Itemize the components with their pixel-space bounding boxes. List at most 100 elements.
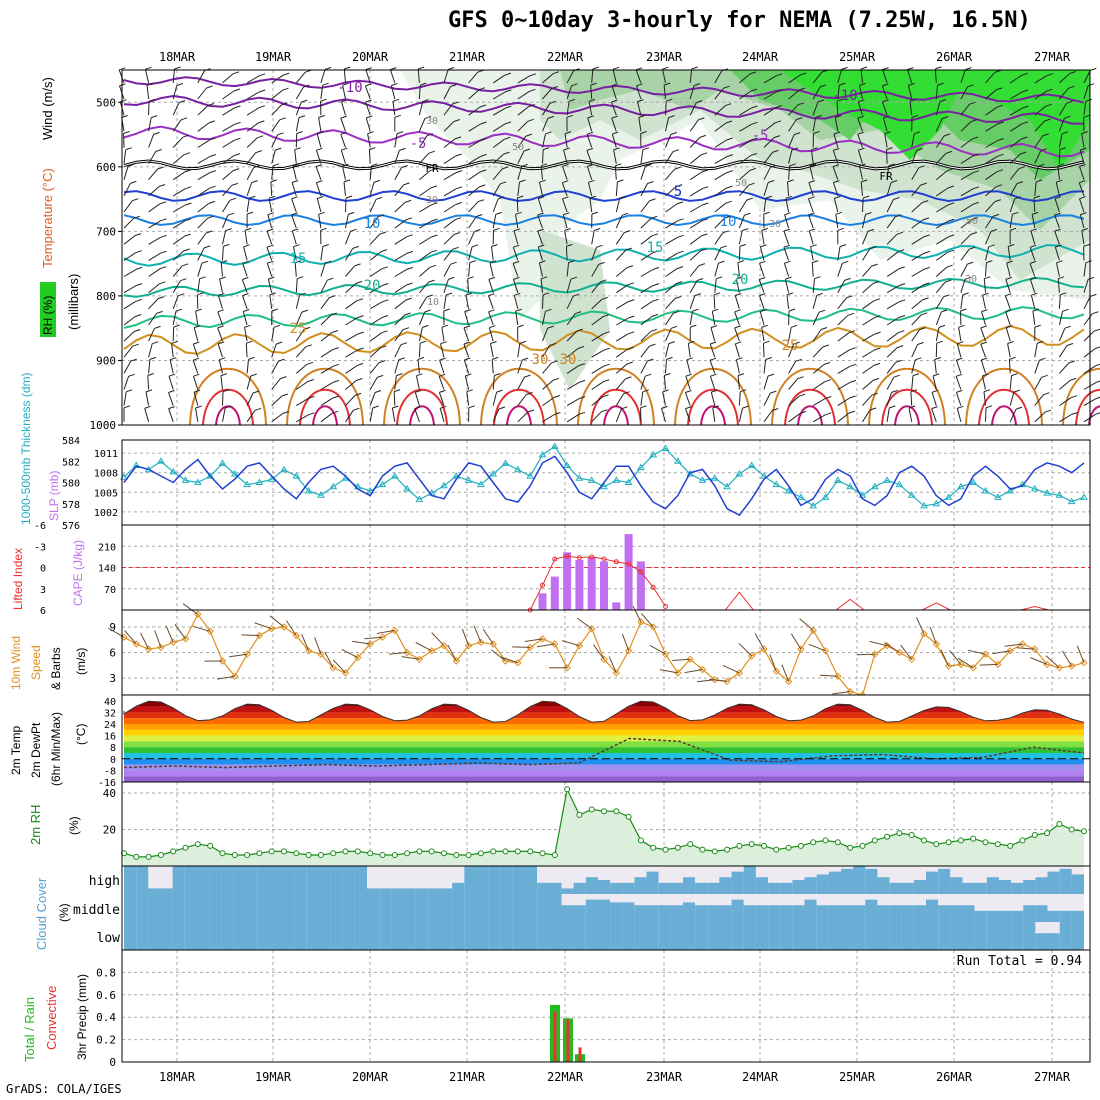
- wind-barb: [345, 283, 357, 294]
- wind-barb-flag: [710, 341, 717, 345]
- wind-barb-flag: [1054, 212, 1061, 216]
- wind-barb: [734, 343, 740, 358]
- temp-band: [124, 764, 1084, 771]
- wind-barb: [784, 278, 790, 293]
- date-label-bottom: 18MAR: [159, 1070, 196, 1084]
- wind-barb-flag: [322, 82, 329, 86]
- wind-barb-flag: [760, 309, 767, 312]
- cloud-bar-low: [500, 922, 513, 950]
- wind-barb-flag: [889, 405, 896, 409]
- wind-barb-flag: [342, 163, 349, 167]
- wind-barb-flag: [406, 250, 414, 254]
- wind-barb-flag: [1013, 389, 1021, 393]
- wind-barb: [394, 219, 407, 229]
- wind-barb: [245, 343, 248, 358]
- thickness-point: [710, 474, 719, 481]
- cloud-bar-low: [136, 922, 149, 950]
- wind-barb-flag: [194, 389, 201, 393]
- cloud-tick-label: middle: [73, 903, 120, 918]
- wind-barb-flag: [948, 234, 955, 238]
- rh-point: [576, 811, 583, 818]
- wind-barb: [491, 359, 494, 374]
- wind-barb: [146, 85, 150, 100]
- cloud-bar-middle: [439, 894, 453, 922]
- wind-barb-flag: [791, 324, 798, 328]
- wind-barb: [590, 85, 593, 100]
- wind-speed-point: [711, 675, 719, 684]
- wind-barb-flag: [573, 293, 580, 297]
- wind-barb-flag: [936, 340, 943, 344]
- wind-barb-flag: [549, 342, 556, 346]
- wind-barb: [882, 101, 888, 116]
- wind-barb-flag: [154, 325, 161, 329]
- wind-barb-flag: [1095, 363, 1100, 367]
- wind-barb: [443, 103, 453, 116]
- wind-barb-flag: [426, 133, 434, 137]
- wind-barb-flag: [217, 325, 224, 329]
- run-total-label: Run Total = 0.94: [957, 954, 1082, 969]
- wind-barb: [640, 166, 646, 180]
- wind-barb-flag: [430, 185, 438, 189]
- wind-barb: [985, 72, 996, 84]
- wind-barb-flag: [586, 147, 594, 151]
- cloud-bar-middle: [537, 894, 550, 922]
- wind-barb: [217, 343, 223, 358]
- wind-barb-flag: [592, 66, 599, 70]
- cloud-bar-middle: [476, 894, 489, 922]
- wind-barb: [222, 139, 235, 148]
- wind-barb-flag: [688, 340, 695, 344]
- wind-barb-flag: [135, 298, 142, 302]
- cloud-bar-high: [901, 882, 914, 894]
- wind-barb: [960, 121, 972, 132]
- temp-contour-30: [965, 367, 1043, 426]
- wind-barb-flag: [692, 308, 699, 312]
- wind-barb: [886, 251, 899, 261]
- wind-barb-flag: [529, 88, 536, 92]
- cloud-bar-high: [367, 888, 380, 894]
- wind-barb: [812, 311, 820, 326]
- wind-barb: [564, 133, 568, 148]
- cloud-gap-middle: [792, 894, 805, 906]
- cloud-bar-high: [391, 888, 404, 894]
- wind-barb-flag: [356, 378, 363, 381]
- cloud-gap-middle: [755, 894, 769, 906]
- wind-barb-flag: [849, 347, 856, 351]
- wind-barb: [1009, 375, 1012, 390]
- wind-barb: [266, 263, 273, 277]
- wind-barb-flag: [280, 376, 287, 380]
- wind-barb-flag: [686, 357, 693, 361]
- wind-barb: [537, 214, 543, 229]
- wind-barb-flag: [1038, 163, 1045, 167]
- cloud-bar-high: [209, 866, 222, 894]
- cloud-bar-high: [148, 888, 161, 894]
- cloud-bar-low: [938, 922, 951, 950]
- wind-barb-flag: [320, 227, 327, 231]
- cloud-bar-middle: [658, 905, 671, 922]
- wind-barb: [271, 395, 283, 406]
- wind-barb: [369, 199, 377, 213]
- wind-barb: [714, 156, 728, 165]
- wind-barb: [246, 91, 260, 100]
- wind-barb-flag: [1087, 83, 1095, 87]
- wind-barb: [739, 107, 752, 116]
- wind-barb-flag: [890, 180, 898, 183]
- wind-barb: [222, 246, 224, 261]
- rh-point: [601, 808, 607, 815]
- wind-barb-flag: [149, 356, 157, 360]
- wind-barb: [591, 247, 597, 261]
- wind-barb: [611, 101, 617, 116]
- cloud-bar-middle: [500, 894, 513, 922]
- cloud-bar-high: [622, 882, 635, 894]
- wind-barb: [566, 348, 579, 358]
- wind-barb-flag: [130, 358, 137, 362]
- cloud-bar-low: [196, 922, 210, 950]
- wind-speed-point: [587, 624, 596, 633]
- wind-barb-flag: [276, 341, 283, 345]
- wind-barb: [788, 343, 795, 358]
- wind-barb: [517, 106, 530, 116]
- wind-barb: [148, 343, 153, 358]
- rh-point: [564, 786, 571, 793]
- ylabel-cloud-unit: (%): [57, 903, 71, 922]
- cloud-bar-low: [610, 922, 623, 950]
- wind-barb-flag: [1016, 181, 1024, 185]
